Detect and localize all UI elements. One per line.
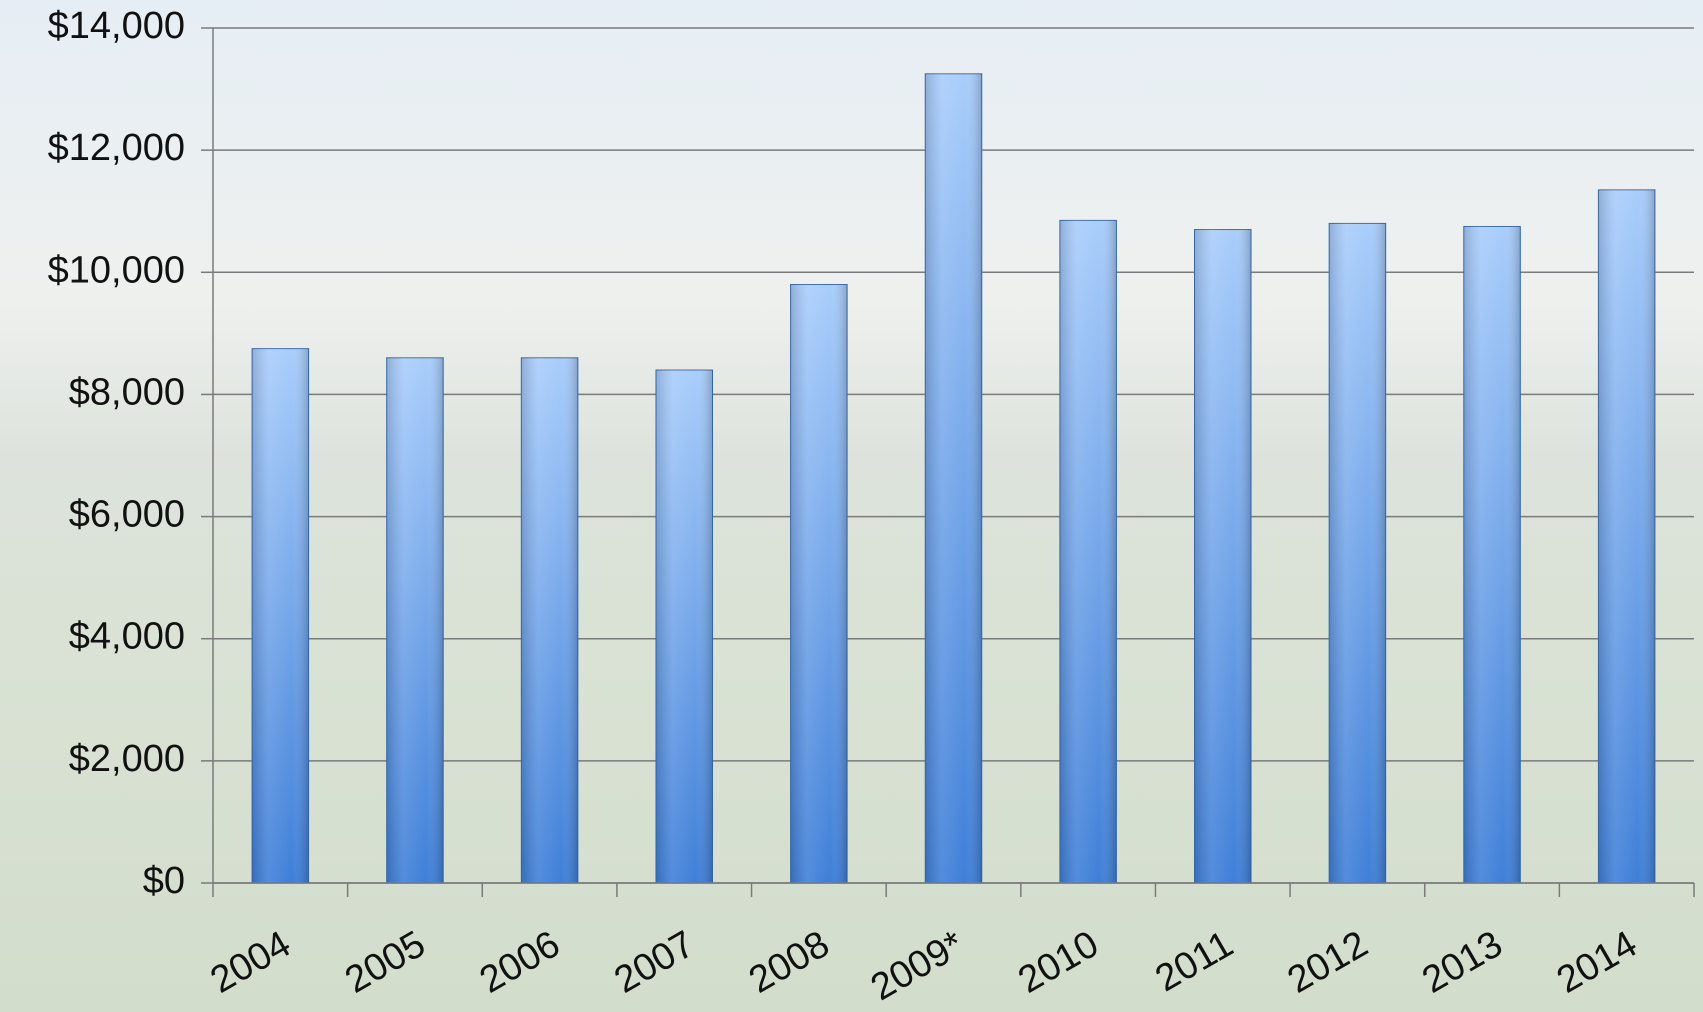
bar-group xyxy=(1464,226,1521,883)
bar-shade xyxy=(925,74,982,883)
y-tick-label: $12,000 xyxy=(48,127,185,169)
bar-shade xyxy=(1464,226,1521,883)
y-tick-label: $2,000 xyxy=(69,738,185,780)
y-tick-label: $10,000 xyxy=(48,249,185,291)
bar-shade xyxy=(1060,220,1117,883)
bar-shade xyxy=(252,349,309,883)
y-tick-label: $14,000 xyxy=(48,5,185,47)
bar-group xyxy=(925,74,982,883)
bar-group xyxy=(656,370,713,883)
bar-group xyxy=(1329,223,1386,883)
bar-shade xyxy=(1598,190,1655,883)
bar-group xyxy=(387,358,444,883)
y-tick-label: $4,000 xyxy=(69,616,185,658)
bar-shade xyxy=(1329,223,1386,883)
y-tick-label: $0 xyxy=(143,860,185,902)
bar-shade xyxy=(1194,230,1251,883)
y-tick-label: $8,000 xyxy=(69,371,185,413)
bar-group xyxy=(791,285,848,884)
y-tick-label: $6,000 xyxy=(69,494,185,536)
bar-group xyxy=(1194,230,1251,883)
bar-shade xyxy=(656,370,713,883)
bar-group xyxy=(521,358,578,883)
bar-shade xyxy=(791,285,848,884)
bar-group xyxy=(1598,190,1655,883)
bar-shade xyxy=(387,358,444,883)
bar-group xyxy=(1060,220,1117,883)
bar-shade xyxy=(521,358,578,883)
chart: $0 $2,000 $4,000 $6,000 $8,000 $10,000 $12,000… xyxy=(0,0,1703,1012)
bar-group xyxy=(252,349,309,883)
